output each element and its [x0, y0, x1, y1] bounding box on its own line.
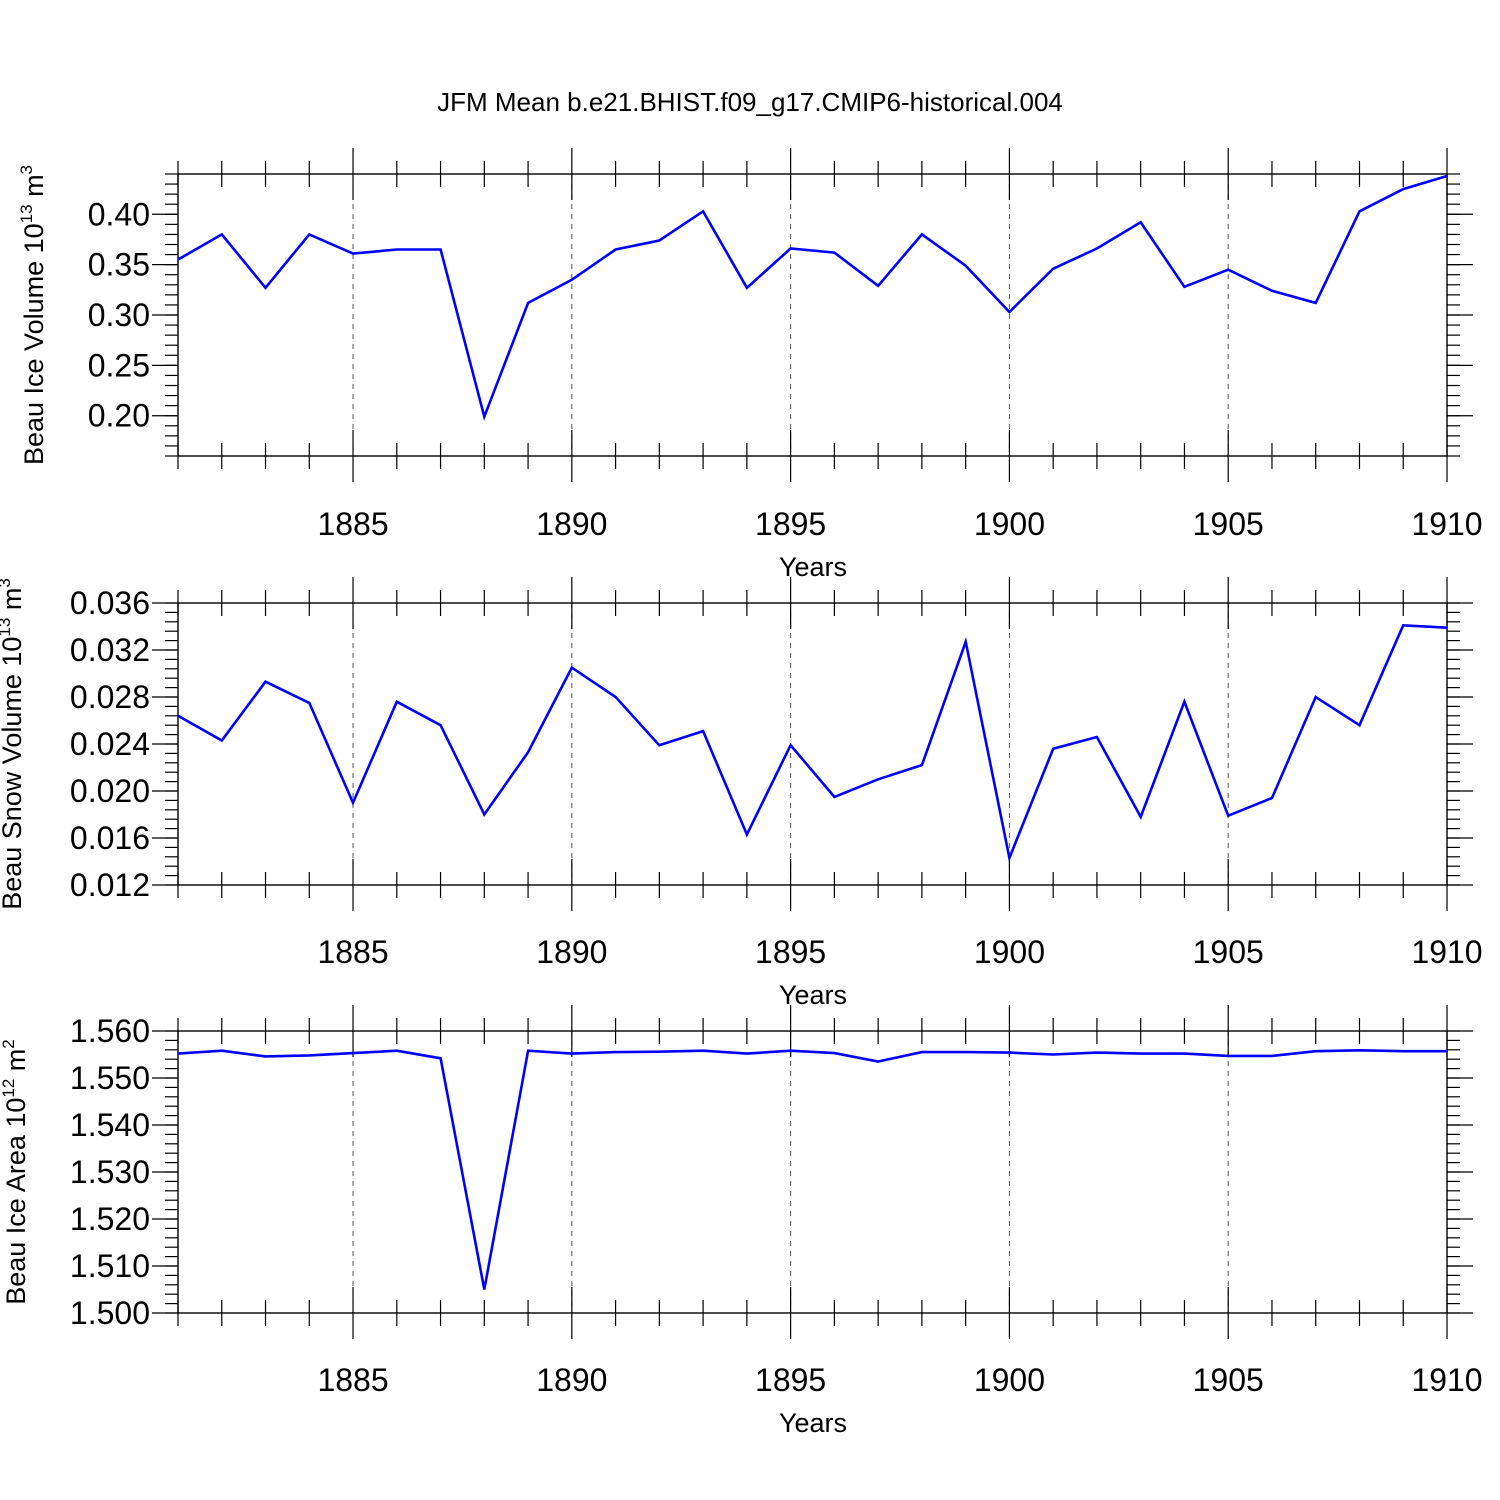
panel-3-x-tick-label: 1885 — [317, 1362, 388, 1398]
panel-2-series-line — [177, 623, 1448, 863]
panel-2-x-tick-label: 1890 — [536, 934, 607, 970]
panel-3-y-tick-label: 1.510 — [70, 1248, 150, 1284]
panel-2-x-axis-title: Years — [779, 980, 847, 1010]
panel-2-y-tick-label: 0.016 — [70, 820, 150, 856]
panel-3-x-tick-label: 1890 — [536, 1362, 607, 1398]
panel-3-x-tick-label: 1895 — [755, 1362, 826, 1398]
panel-1-x-tick-label: 1905 — [1193, 506, 1264, 542]
panel-3-y-tick-label: 1.540 — [70, 1107, 150, 1143]
chart-panels: 0.20 0.25 0.30 0.35 0.40 1885 1890 1895 1900 1905… — [0, 148, 1483, 1438]
panel-3-x-axis-title: Years — [779, 1408, 847, 1438]
panel-1-plot-frame — [177, 173, 1448, 457]
panel-2-y-tick-label: 0.032 — [70, 632, 150, 668]
panel-3-x-tick-label: 1910 — [1411, 1362, 1482, 1398]
panel-1-y-tick-label: 0.35 — [88, 247, 150, 283]
panel-1-x-tick-label: 1910 — [1411, 506, 1482, 542]
panel-1-y-tick-label: 0.25 — [88, 347, 150, 383]
panel-2-y-axis-title: Beau Snow Volume 1013 m3 — [0, 578, 27, 910]
panel-2-x-tick-label: 1905 — [1193, 934, 1264, 970]
panel-2-y-tick-label: 0.028 — [70, 679, 150, 715]
chart-panel-1: 0.20 0.25 0.30 0.35 0.40 1885 1890 1895 1900 1905… — [17, 148, 1483, 582]
panel-3-y-tick-label: 1.520 — [70, 1201, 150, 1237]
panel-1-y-tick-label: 0.40 — [88, 196, 150, 232]
panel-2-y-tick-label: 0.024 — [70, 726, 150, 762]
panel-3-y-tick-label: 1.500 — [70, 1295, 150, 1331]
panel-1-x-tick-label: 1900 — [974, 506, 1045, 542]
panel-3-y-tick-label: 1.560 — [70, 1013, 150, 1049]
panel-2-y-tick-label: 0.036 — [70, 585, 150, 621]
panel-1-x-tick-label: 1890 — [536, 506, 607, 542]
panel-3-plot-frame — [177, 1030, 1448, 1314]
panel-1-y-tick-label: 0.20 — [88, 398, 150, 434]
panel-3-x-tick-label: 1900 — [974, 1362, 1045, 1398]
chart-panel-3: 1.500 1.510 1.520 1.530 1.540 1.550 1.560 1885 1… — [0, 1005, 1483, 1438]
panel-1-series-line — [177, 174, 1448, 421]
chart-panel-2: 0.012 0.016 0.020 0.024 0.028 0.032 0.036 1885 1… — [0, 577, 1483, 1010]
panel-2-x-tick-label: 1900 — [974, 934, 1045, 970]
panel-3-x-tick-label: 1905 — [1193, 1362, 1264, 1398]
panel-2-plot-frame — [177, 602, 1448, 886]
panel-2-x-tick-label: 1885 — [317, 934, 388, 970]
panel-2-y-tick-label: 0.020 — [70, 773, 150, 809]
panel-3-series-line — [177, 1048, 1447, 1290]
panel-3-y-tick-label: 1.550 — [70, 1060, 150, 1096]
panel-1-y-tick-label: 0.30 — [88, 297, 150, 333]
panel-2-x-tick-label: 1895 — [755, 934, 826, 970]
panel-2-y-tick-label: 0.012 — [70, 867, 150, 903]
panel-1-x-tick-label: 1885 — [317, 506, 388, 542]
panel-1-y-axis-title: Beau Ice Volume 1013 m3 — [17, 165, 49, 465]
panel-1-x-tick-label: 1895 — [755, 506, 826, 542]
figure-title: JFM Mean b.e21.BHIST.f09_g17.CMIP6-histo… — [437, 87, 1063, 117]
panel-3-y-axis-title: Beau Ice Area 1012 m2 — [0, 1039, 31, 1305]
panel-2-x-tick-label: 1910 — [1411, 934, 1482, 970]
panel-3-y-tick-label: 1.530 — [70, 1154, 150, 1190]
panel-1-x-axis-title: Years — [779, 552, 847, 582]
